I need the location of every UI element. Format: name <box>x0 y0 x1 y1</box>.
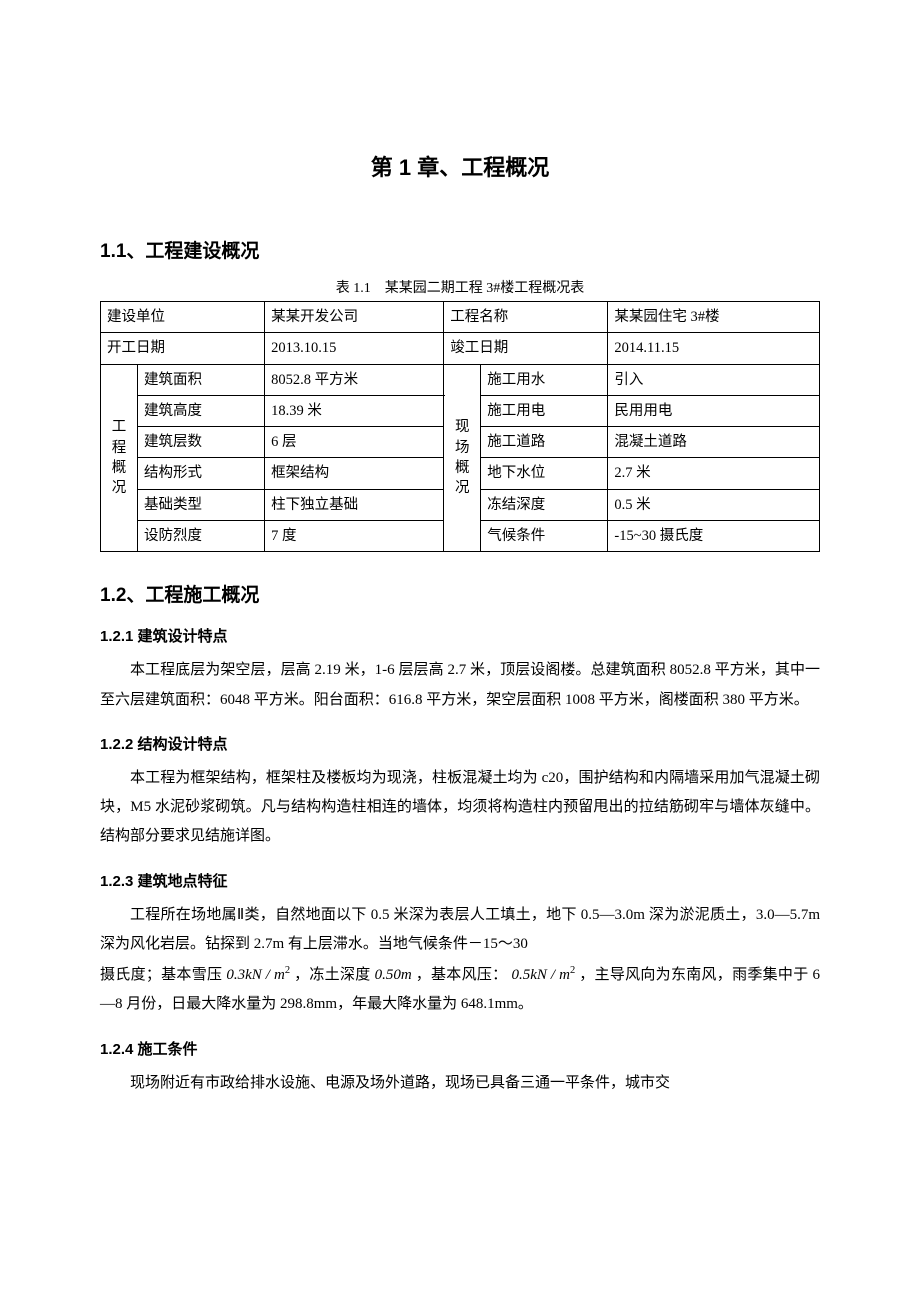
cell-value: 8052.8 平方米 <box>265 364 444 395</box>
cell-label: 建筑面积 <box>138 364 265 395</box>
cell-label: 施工用电 <box>481 395 608 426</box>
table-row: 工程概况 建筑面积 8052.8 平方米 现场概况 施工用水 引入 <box>101 364 820 395</box>
table-caption: 表 1.1 某某园二期工程 3#楼工程概况表 <box>100 277 820 297</box>
table-row: 开工日期 2013.10.15 竣工日期 2014.11.15 <box>101 333 820 364</box>
cell-value: 6 层 <box>265 427 444 458</box>
chapter-title: 第 1 章、工程概况 <box>100 150 820 182</box>
table-row: 建设单位 某某开发公司 工程名称 某某园住宅 3#楼 <box>101 302 820 333</box>
text: ，冻土深度 <box>294 967 370 983</box>
cell-value: 7 度 <box>265 521 444 552</box>
text: ，基本风压： <box>416 967 508 983</box>
snow-load-value: 0.3kN / m <box>226 967 284 983</box>
section-1-2-1-heading: 1.2.1 建筑设计特点 <box>100 625 820 646</box>
section-1-2-heading: 1.2、工程施工概况 <box>100 580 820 607</box>
cell-value: 18.39 米 <box>265 395 444 426</box>
cell-label: 建设单位 <box>101 302 265 333</box>
cell-label: 竣工日期 <box>444 333 608 364</box>
cell-label: 基础类型 <box>138 489 265 520</box>
cell-value: 柱下独立基础 <box>265 489 444 520</box>
paragraph: 本工程底层为架空层，层高 2.19 米，1-6 层层高 2.7 米，顶层设阁楼。… <box>100 656 820 715</box>
cell-label: 设防烈度 <box>138 521 265 552</box>
cell-label: 工程名称 <box>444 302 608 333</box>
cell-value: 框架结构 <box>265 458 444 489</box>
paragraph-formula-line: 摄氏度；基本雪压 0.3kN / m2 ，冻土深度 0.50m ，基本风压： 0… <box>100 961 820 1020</box>
section-1-2-3-heading: 1.2.3 建筑地点特征 <box>100 870 820 891</box>
frost-depth-formula: 0.50m <box>375 967 412 983</box>
cell-label: 结构形式 <box>138 458 265 489</box>
cell-value: 引入 <box>608 364 820 395</box>
cell-value: 民用用电 <box>608 395 820 426</box>
overview-table: 建设单位 某某开发公司 工程名称 某某园住宅 3#楼 开工日期 2013.10.… <box>100 301 820 552</box>
snow-load-formula: 0.3kN / m2 <box>226 967 290 983</box>
cell-value: 混凝土道路 <box>608 427 820 458</box>
text: 摄氏度；基本雪压 <box>100 967 222 983</box>
left-group-label: 工程概况 <box>101 364 138 552</box>
cell-label: 建筑高度 <box>138 395 265 426</box>
cell-value: 2013.10.15 <box>265 333 444 364</box>
cell-label: 气候条件 <box>481 521 608 552</box>
cell-label: 开工日期 <box>101 333 265 364</box>
right-group-label: 现场概况 <box>444 364 481 552</box>
cell-label: 地下水位 <box>481 458 608 489</box>
section-1-2-2-heading: 1.2.2 结构设计特点 <box>100 733 820 754</box>
cell-label: 冻结深度 <box>481 489 608 520</box>
cell-value: 2014.11.15 <box>608 333 820 364</box>
cell-value: 某某开发公司 <box>265 302 444 333</box>
cell-label: 施工道路 <box>481 427 608 458</box>
cell-value: 某某园住宅 3#楼 <box>608 302 820 333</box>
wind-load-value: 0.5kN / m <box>511 967 569 983</box>
paragraph: 工程所在场地属Ⅱ类，自然地面以下 0.5 米深为表层人工填土，地下 0.5—3.… <box>100 901 820 960</box>
cell-value: 2.7 米 <box>608 458 820 489</box>
section-1-1-heading: 1.1、工程建设概况 <box>100 236 820 263</box>
section-1-2-4-heading: 1.2.4 施工条件 <box>100 1038 820 1059</box>
cell-value: -15~30 摄氏度 <box>608 521 820 552</box>
cell-label: 建筑层数 <box>138 427 265 458</box>
paragraph: 本工程为框架结构，框架柱及楼板均为现浇，柱板混凝土均为 c20，围护结构和内隔墙… <box>100 764 820 852</box>
cell-value: 0.5 米 <box>608 489 820 520</box>
wind-load-formula: 0.5kN / m2 <box>511 967 575 983</box>
page: 第 1 章、工程概况 1.1、工程建设概况 表 1.1 某某园二期工程 3#楼工… <box>0 0 920 1302</box>
paragraph: 现场附近有市政给排水设施、电源及场外道路，现场已具备三通一平条件，城市交 <box>100 1069 820 1098</box>
cell-label: 施工用水 <box>481 364 608 395</box>
